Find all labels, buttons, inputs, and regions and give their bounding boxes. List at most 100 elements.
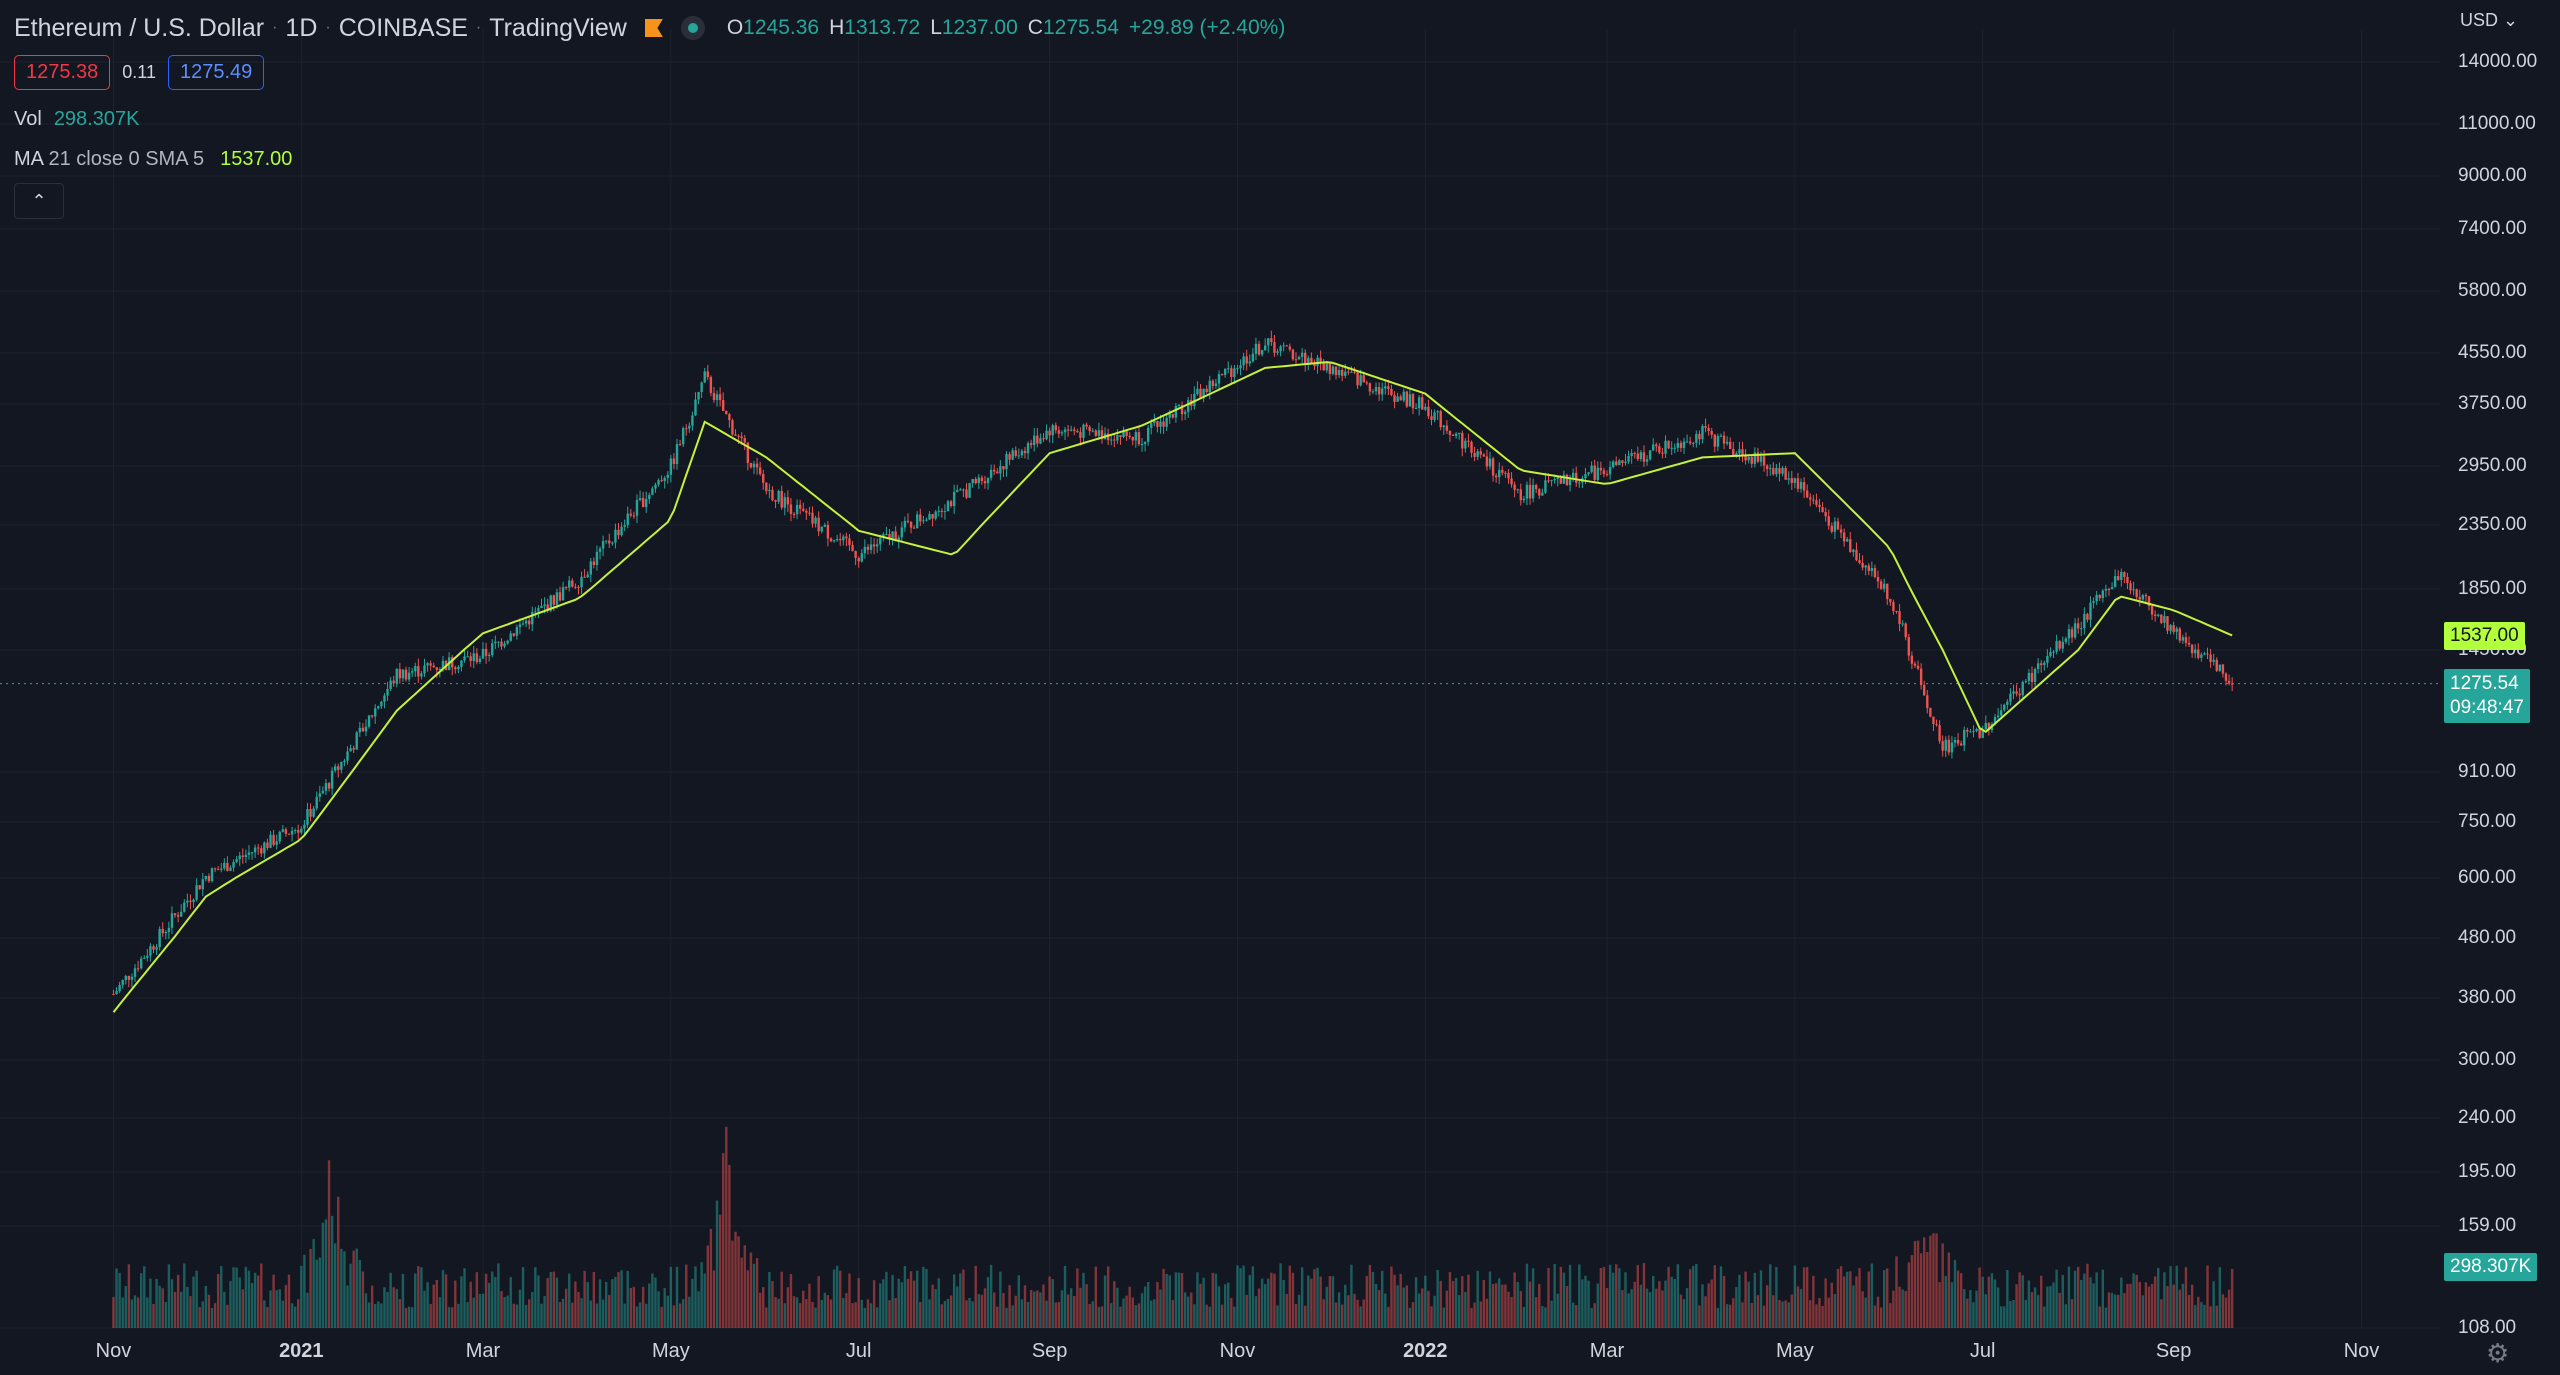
candle-body — [1661, 452, 1664, 454]
volume-bar — [814, 1307, 817, 1328]
candle-body — [260, 848, 263, 854]
candle-body — [1017, 455, 1021, 457]
volume-bar — [1568, 1264, 1572, 1328]
volume-bar — [518, 1289, 522, 1328]
volume-bar — [1519, 1291, 1522, 1328]
candle-body — [1630, 453, 1633, 456]
volume-bar — [527, 1299, 531, 1328]
market-status-icon[interactable] — [680, 16, 705, 40]
volume-bar — [1981, 1276, 1984, 1328]
flag-icon[interactable] — [644, 19, 663, 37]
candle-body — [780, 490, 783, 508]
candle-body — [1057, 430, 1061, 434]
candle-body — [611, 542, 614, 544]
candle-body — [543, 604, 546, 606]
candle-body — [860, 553, 863, 562]
candle-body — [879, 537, 882, 545]
candle-body — [1387, 386, 1390, 389]
volume-bar — [1060, 1290, 1064, 1328]
volume-bar — [1414, 1277, 1418, 1328]
volume-bar — [1707, 1283, 1710, 1328]
volume-bar — [2027, 1280, 2031, 1328]
currency-selector[interactable]: USD ⌄ — [2460, 10, 2518, 31]
candle-body — [1304, 352, 1307, 365]
candle-body — [1932, 716, 1935, 725]
volume-bar — [484, 1273, 488, 1328]
volume-bar — [672, 1305, 676, 1328]
volume-bar — [934, 1289, 937, 1328]
volume-bar — [1190, 1292, 1193, 1328]
volume-bar — [2166, 1286, 2169, 1328]
change-value: +29.89 (+2.40%) — [1128, 16, 1286, 39]
volume-bar — [1762, 1305, 1766, 1328]
gear-icon[interactable]: ⚙ — [2486, 1338, 2510, 1368]
ask-button[interactable]: 1275.49 — [168, 55, 265, 90]
volume-bar — [521, 1267, 525, 1328]
volume-bar — [558, 1301, 562, 1328]
candle-body — [1069, 429, 1073, 431]
collapse-legend-button[interactable]: ⌃ — [14, 183, 64, 219]
volume-bar — [1719, 1266, 1723, 1328]
candle-body — [1855, 549, 1858, 561]
candle-body — [1682, 441, 1686, 448]
candle-body — [1522, 498, 1526, 501]
volume-bar — [900, 1282, 904, 1328]
volume-bar — [1119, 1306, 1122, 1328]
candle-body — [1833, 521, 1837, 532]
volume-bar — [1193, 1304, 1196, 1328]
candle-body — [811, 512, 814, 524]
candle-body — [1479, 451, 1482, 455]
volume-indicator-legend[interactable]: Vol 298.307K — [14, 108, 139, 131]
candle-body — [2129, 583, 2132, 591]
candle-body — [2030, 672, 2034, 682]
volume-bar — [1461, 1276, 1464, 1328]
candle-body — [1051, 425, 1054, 436]
volume-bar — [2221, 1294, 2225, 1328]
candle-body — [1621, 460, 1624, 463]
volume-bar — [1091, 1301, 1094, 1328]
candle-body — [1417, 397, 1421, 409]
candle-body — [906, 520, 910, 522]
candle-body — [136, 968, 140, 970]
candle-body — [346, 751, 349, 761]
volume-bar — [638, 1302, 642, 1328]
candle-body — [869, 544, 873, 550]
volume-bar — [2215, 1305, 2218, 1328]
symbol-name[interactable]: Ethereum / U.S. Dollar — [14, 13, 265, 42]
interval-label[interactable]: 1D — [285, 13, 318, 42]
volume-bar — [1350, 1264, 1353, 1328]
volume-bar — [1187, 1296, 1190, 1328]
volume-bar — [2095, 1272, 2098, 1328]
candle-body — [2003, 704, 2006, 711]
volume-bar — [1809, 1300, 1812, 1328]
volume-tag: 298.307K — [2444, 1253, 2538, 1281]
volume-bar — [1725, 1304, 1729, 1328]
candle-body — [1183, 411, 1187, 415]
ma-indicator-legend[interactable]: MA 21 close 0 SMA 5 1537.00 — [14, 148, 292, 171]
volume-bar — [1223, 1284, 1227, 1328]
volume-bar — [2104, 1307, 2108, 1328]
volume-bar — [1833, 1294, 1837, 1328]
candle-body — [2083, 613, 2086, 629]
candle-body — [1054, 425, 1057, 431]
volume-bar — [1494, 1283, 1498, 1328]
candle-body — [928, 514, 931, 520]
candle-body — [1002, 466, 1005, 470]
candle-body — [1214, 383, 1218, 386]
candle-body — [709, 377, 713, 393]
bid-button[interactable]: 1275.38 — [14, 55, 111, 90]
volume-bar — [1445, 1290, 1449, 1328]
candle-body — [1205, 388, 1208, 393]
ohlc-values: O1245.36 H1313.72 L1237.00 C1275.54 +29.… — [727, 16, 1286, 40]
volume-bar — [503, 1297, 506, 1328]
candle-body — [1427, 406, 1430, 417]
candle-body — [1267, 338, 1270, 346]
candle-body — [925, 519, 928, 521]
volume-bar — [1784, 1300, 1787, 1328]
candle-body — [2086, 613, 2089, 620]
time-tick-label: Nov — [1219, 1340, 1256, 1362]
time-tick-label: Jul — [1969, 1340, 1996, 1362]
candle-body — [2184, 637, 2188, 643]
volume-bar — [1584, 1275, 1587, 1328]
